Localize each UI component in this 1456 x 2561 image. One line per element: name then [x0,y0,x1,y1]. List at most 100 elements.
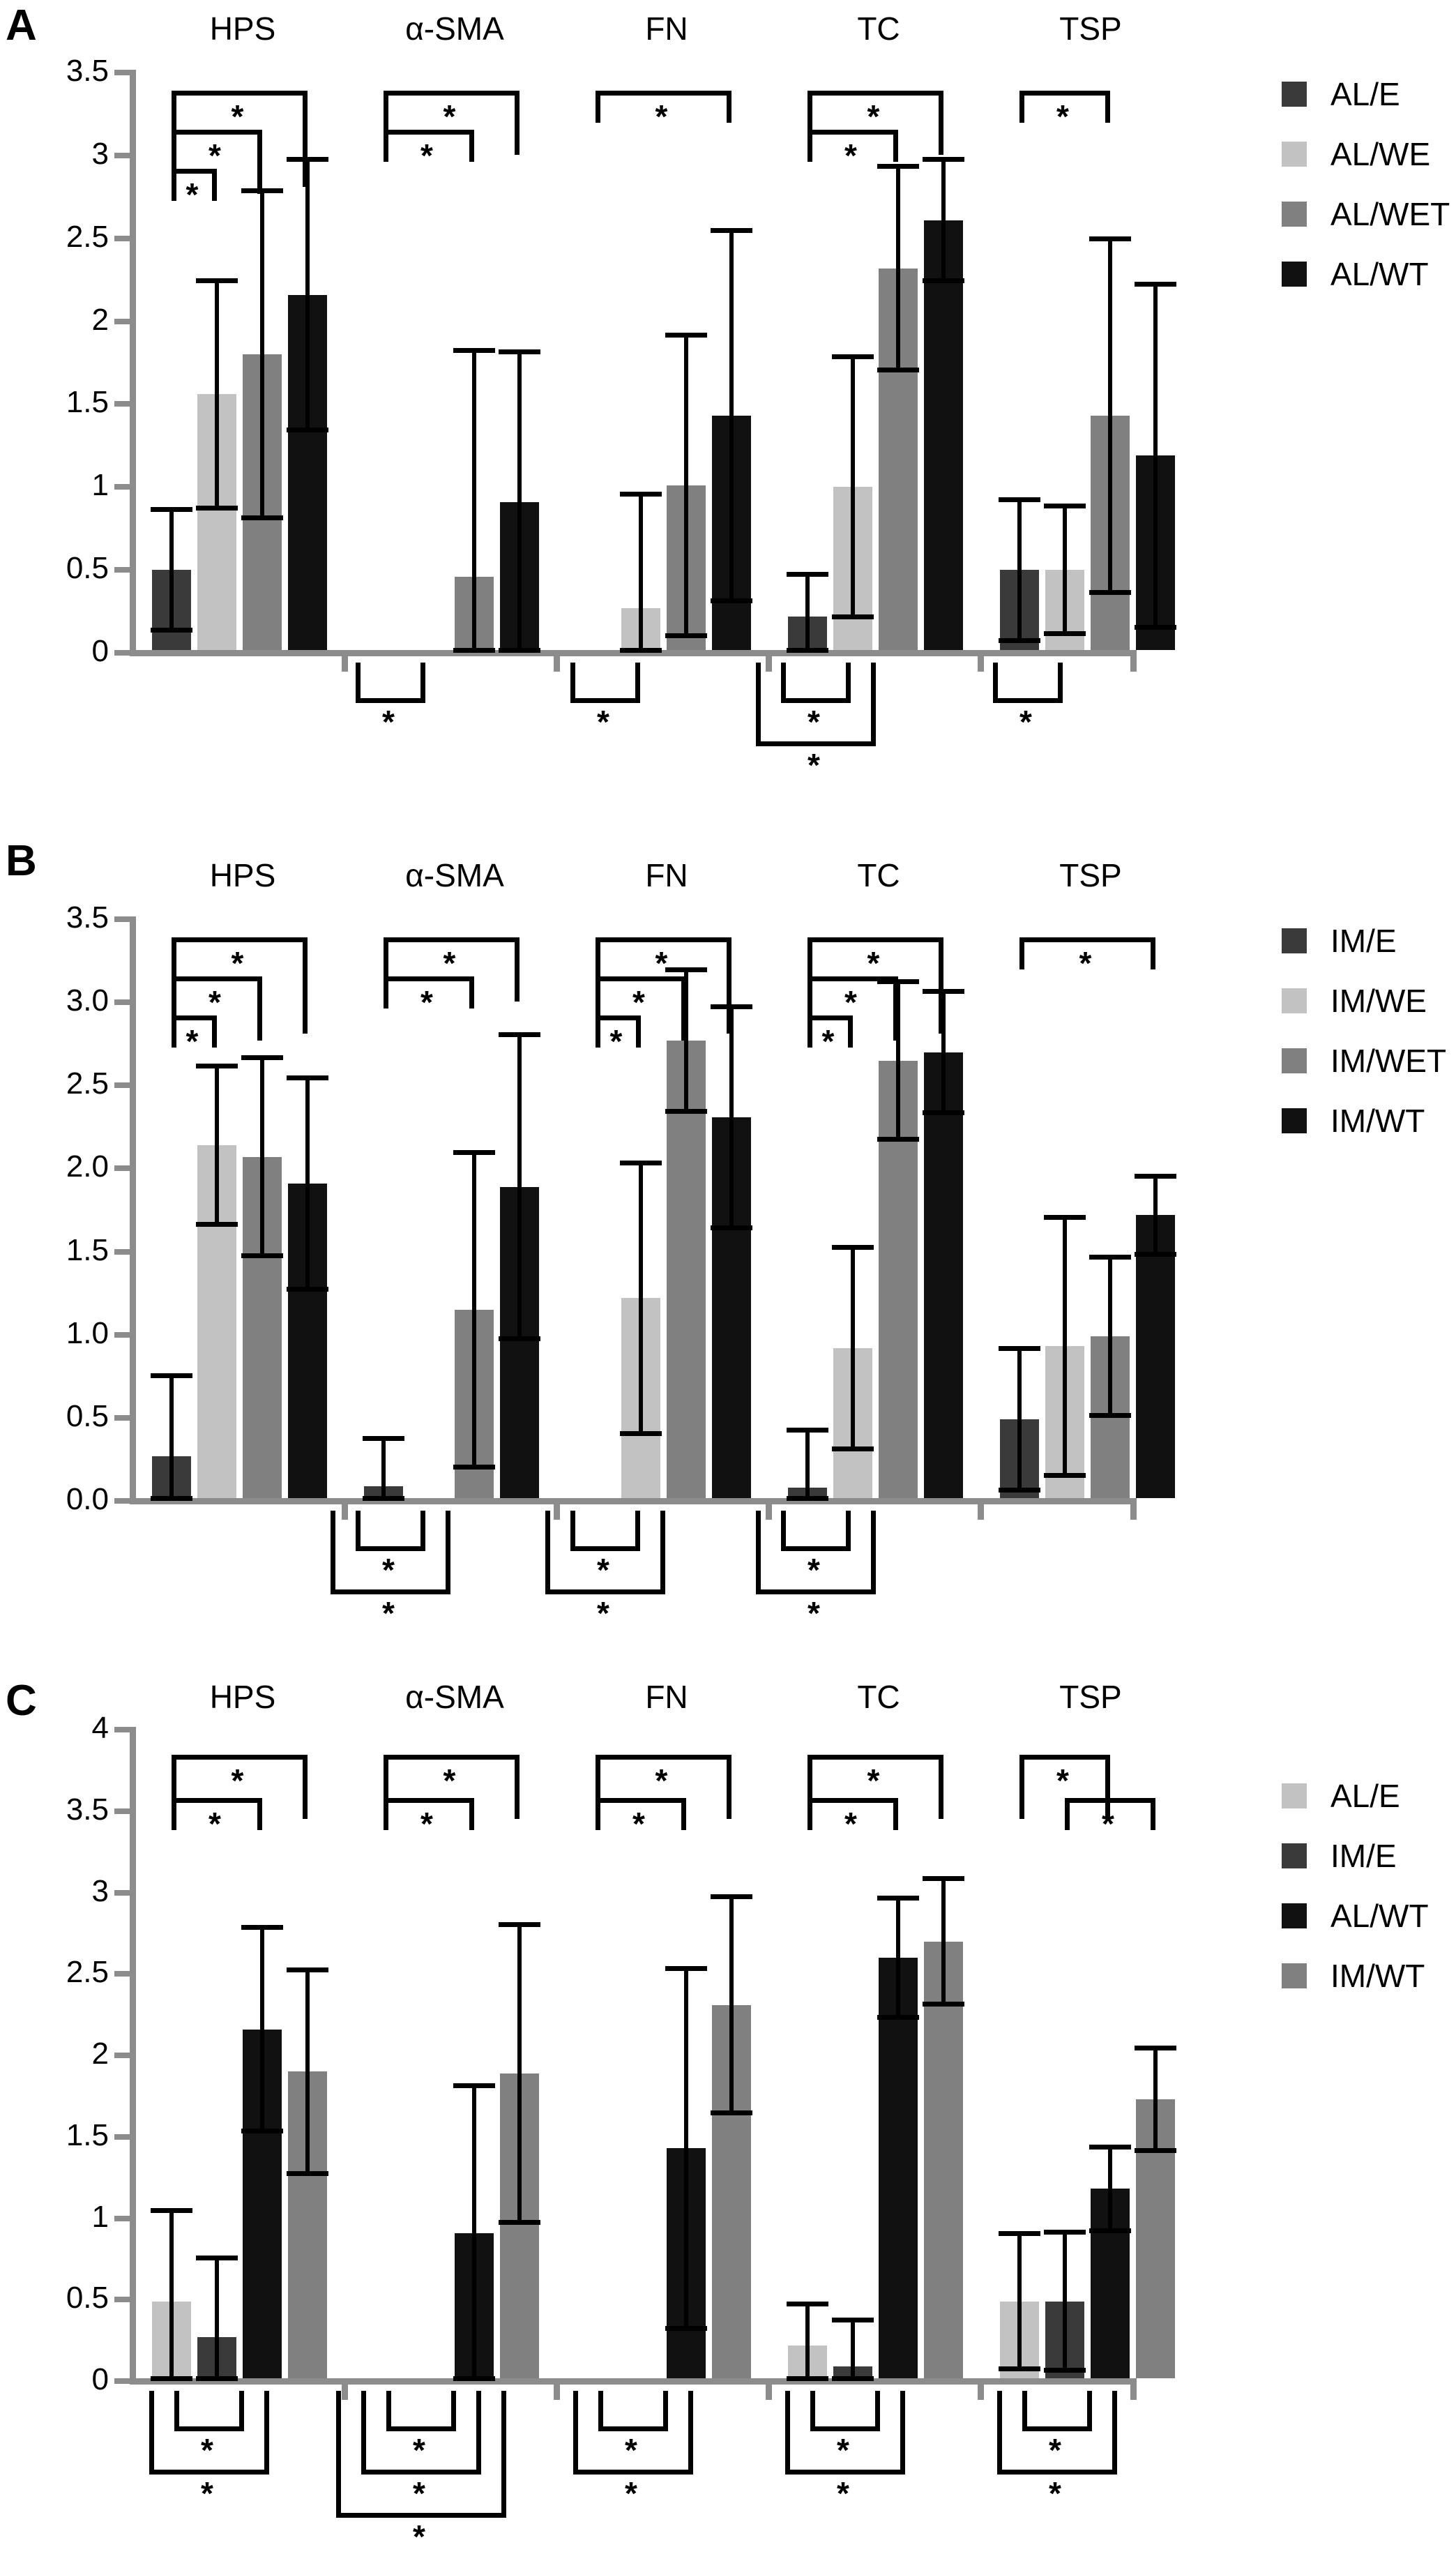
error-bar-cap-top [241,188,283,194]
group-title-3: TC [857,857,900,893]
group-title-4: TSP [1059,857,1122,893]
legend-label: IM/WE [1330,983,1427,1019]
bracket-top-line [172,91,308,96]
bracket-right-leg [1105,91,1110,123]
bracket-right-leg [1058,663,1063,703]
bracket-top-line [1065,1798,1155,1803]
bracket-right-leg [1151,937,1155,969]
y-axis-tick [114,401,130,407]
significance-star: * [443,1762,456,1799]
y-axis-line [130,1727,136,2381]
error-bar-stem [1153,281,1158,630]
error-bar-cap-top [1089,1255,1131,1260]
bracket-left-leg [172,1755,176,1819]
error-bar-cap-top [923,157,964,163]
error-bar-cap-top [196,1064,238,1069]
bracket-right-leg [303,91,308,187]
bar-TC-IM/WT [924,1052,963,1498]
y-axis-label: 0 [91,634,109,668]
x-axis-line [130,650,1137,656]
bracket-right-leg [939,937,943,1034]
bracket-right-leg [846,663,851,703]
significance-star: * [597,704,609,740]
error-bar-cap-top [832,354,874,360]
bracket-bottom-line [386,2426,456,2431]
y-axis-tick [114,1165,130,1172]
bracket-top-line [596,91,731,96]
bracket-bottom-line [356,698,425,703]
bracket-bottom-line [810,2426,880,2431]
error-bar-cap-top [877,163,919,169]
error-bar-stem [896,979,900,1142]
bracket-left-leg [361,2391,366,2475]
error-bar-cap-bottom [711,1225,752,1230]
bracket-right-leg [939,1755,943,1819]
legend-label: AL/WT [1330,1898,1429,1934]
bracket-right-leg [451,2391,456,2431]
bracket-top-line [172,937,308,942]
bracket-bottom-line [573,2470,693,2475]
bracket-right-leg [635,1511,640,1551]
y-axis-tick [114,1971,130,1977]
error-bar-stem [1063,1215,1067,1478]
bracket-left-leg [172,1798,176,1830]
bracket-left-leg [756,663,761,746]
error-bar-stem [729,1004,734,1230]
significance-star: * [208,1806,221,1842]
legend-swatch-icon [1282,142,1307,167]
y-axis-label: 0.5 [66,2281,109,2316]
legend-swatch-icon [1282,82,1307,107]
bracket-bottom-line [993,698,1063,703]
error-bar-cap-bottom [196,505,238,511]
significance-star: * [655,945,668,981]
bracket-left-leg [1022,2391,1027,2431]
bracket-right-leg [681,1798,686,1830]
bracket-left-leg [807,1015,812,1048]
error-bar-cap-top [620,492,662,497]
x-axis-tick [766,2385,772,2400]
x-axis-tick [554,656,560,672]
bar-FN-IM/WET [667,1040,706,1498]
bracket-top-line [384,937,520,942]
group-title-3: TC [857,10,900,47]
bracket-left-leg [331,1511,335,1594]
bracket-bottom-line [598,2426,668,2431]
error-bar-cap-top [787,2301,828,2306]
bracket-top-line [807,1755,943,1760]
legend-swatch-icon [1282,1108,1307,1133]
bracket-right-leg [893,130,898,162]
error-bar-cap-bottom [665,633,707,638]
error-bar-cap-bottom [287,1286,328,1292]
bracket-right-leg [660,1511,665,1594]
bracket-top-line [384,1798,474,1803]
significance-star: * [185,176,199,213]
bracket-top-line [596,1798,686,1803]
bracket-right-leg [420,663,425,703]
error-bar-stem [1108,1255,1112,1418]
significance-star: * [208,137,221,174]
error-bar-cap-bottom [923,2001,964,2007]
significance-star: * [837,2432,849,2468]
bracket-right-leg [900,2391,905,2475]
x-axis-tick [342,656,348,672]
y-axis-tick [114,152,130,158]
bracket-left-leg [810,2391,815,2431]
legend-swatch-icon [1282,988,1307,1013]
bracket-right-leg [1087,2391,1092,2431]
bracket-right-leg [420,1511,425,1551]
error-bar-stem [805,2301,810,2381]
bracket-right-leg [515,91,520,155]
bracket-left-leg [997,2391,1002,2475]
error-bar-cap-top [241,1055,283,1061]
error-bar-stem [1063,504,1067,637]
y-axis-tick [114,1808,130,1814]
bracket-left-leg [336,2391,341,2518]
significance-star: * [382,704,395,740]
bracket-right-leg [727,1755,731,1819]
error-bar-stem [684,1965,688,2331]
significance-star: * [1079,945,1092,981]
significance-star: * [1019,704,1032,740]
x-axis-tick [342,1504,348,1520]
legend-swatch-icon [1282,1783,1307,1808]
y-axis-label: 2.5 [66,1955,109,1990]
